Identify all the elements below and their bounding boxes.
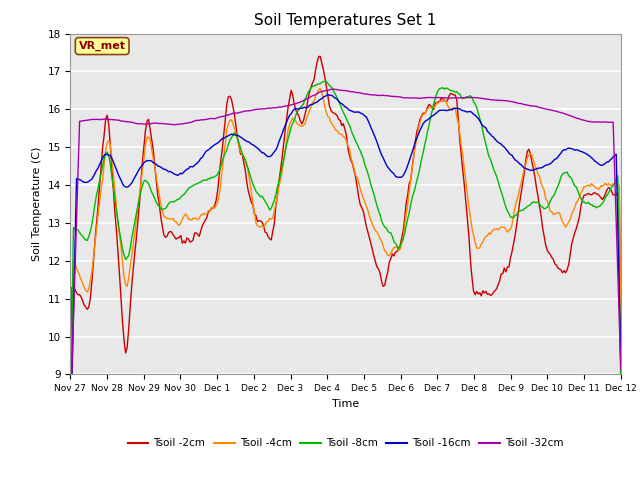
Legend: Tsoil -2cm, Tsoil -4cm, Tsoil -8cm, Tsoil -16cm, Tsoil -32cm: Tsoil -2cm, Tsoil -4cm, Tsoil -8cm, Tsoi… bbox=[124, 434, 568, 453]
Title: Soil Temperatures Set 1: Soil Temperatures Set 1 bbox=[255, 13, 436, 28]
Text: VR_met: VR_met bbox=[79, 41, 125, 51]
X-axis label: Time: Time bbox=[332, 399, 359, 408]
Y-axis label: Soil Temperature (C): Soil Temperature (C) bbox=[32, 147, 42, 261]
